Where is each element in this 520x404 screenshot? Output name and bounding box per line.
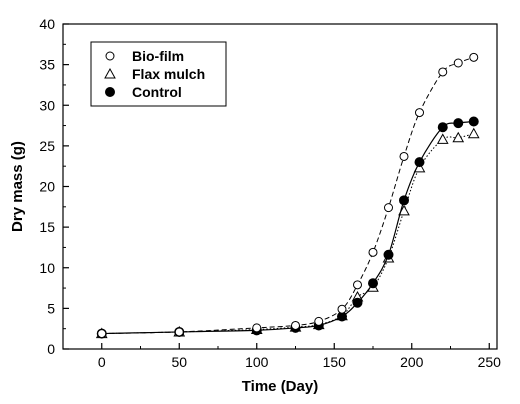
data-point-bio-film xyxy=(469,52,479,62)
data-point-control xyxy=(352,297,363,308)
x-tick-label: 100 xyxy=(245,354,269,370)
y-tick-label: 5 xyxy=(47,300,55,316)
data-point-control xyxy=(383,249,394,260)
x-axis-title: Time (Day) xyxy=(242,378,318,395)
data-point-bio-film xyxy=(368,247,378,257)
y-tick-label: 40 xyxy=(39,16,55,32)
data-point-bio-film xyxy=(314,316,324,326)
data-point-control xyxy=(414,157,425,168)
y-tick-label: 30 xyxy=(39,97,55,113)
data-point-flax-mulch xyxy=(452,131,465,143)
y-tick-label: 0 xyxy=(47,341,55,357)
legend: Bio-film Flax mulch Control xyxy=(90,41,227,107)
data-point-bio-film xyxy=(415,108,424,118)
data-point-control xyxy=(437,122,448,133)
data-point-bio-film xyxy=(291,320,300,330)
y-tick-label: 10 xyxy=(39,260,55,276)
data-point-bio-film xyxy=(252,323,262,333)
data-point-control xyxy=(453,118,464,129)
x-tick-label: 200 xyxy=(400,354,424,370)
legend-marker-bio-film xyxy=(105,51,115,61)
data-point-flax-mulch xyxy=(467,127,480,139)
data-point-control xyxy=(399,195,409,206)
y-tick-label: 20 xyxy=(39,179,55,195)
legend-marker-control xyxy=(105,87,115,97)
legend-marker-flax-mulch xyxy=(104,67,116,79)
series-line-control xyxy=(101,120,474,335)
y-tick-label: 15 xyxy=(39,219,55,235)
y-axis-title: Dry mass (g) xyxy=(9,141,26,232)
legend-label-flax-mulch: Flax mulch xyxy=(132,66,205,82)
data-point-bio-film xyxy=(353,280,362,290)
x-tick-label: 150 xyxy=(323,354,347,370)
data-point-bio-film xyxy=(453,58,463,68)
legend-label-control: Control xyxy=(132,84,182,100)
data-point-bio-film xyxy=(384,203,393,213)
data-point-bio-film xyxy=(399,151,409,161)
data-point-control xyxy=(368,278,378,289)
x-tick-label: 250 xyxy=(478,354,502,370)
data-point-bio-film xyxy=(438,67,448,77)
data-point-bio-film xyxy=(97,329,107,339)
x-tick-label: 0 xyxy=(98,354,106,370)
data-point-control xyxy=(468,116,479,127)
x-tick-label: 50 xyxy=(171,354,187,370)
data-point-bio-film xyxy=(174,327,184,337)
y-tick-label: 35 xyxy=(39,57,55,73)
data-point-flax-mulch xyxy=(436,133,449,144)
legend-label-bio-film: Bio-film xyxy=(132,48,184,64)
data-point-bio-film xyxy=(337,304,347,314)
y-tick-label: 25 xyxy=(39,138,55,154)
